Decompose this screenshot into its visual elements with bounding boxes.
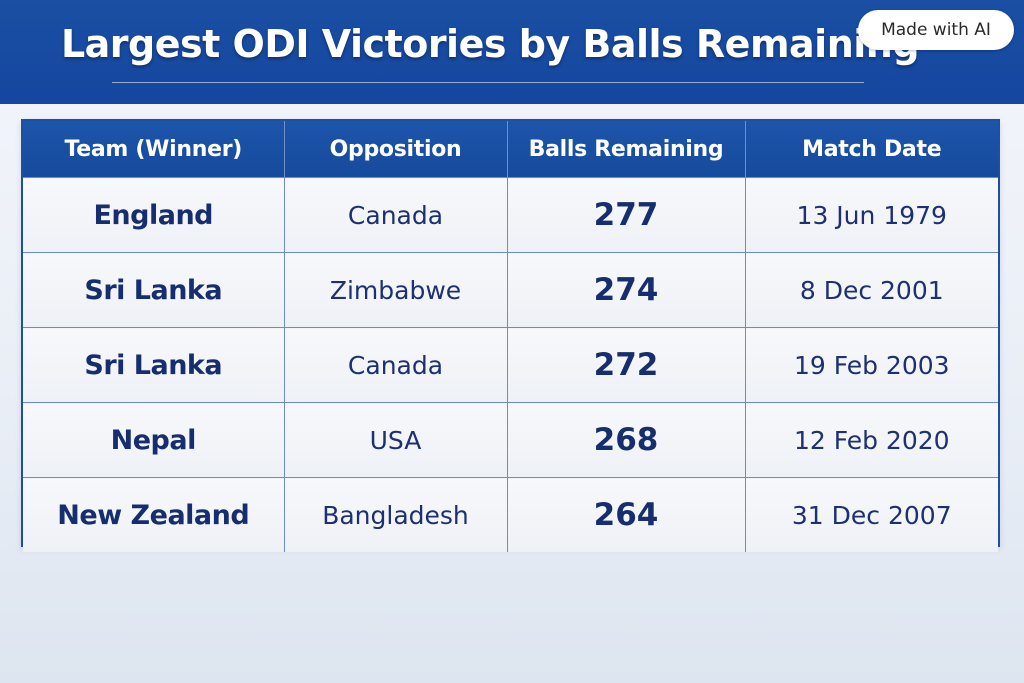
match-date-cell: 19 Feb 2003 [745, 327, 998, 403]
team-cell: Sri Lanka [23, 327, 285, 403]
team-cell: Sri Lanka [23, 252, 285, 328]
opposition-cell: Zimbabwe [284, 252, 508, 328]
match-date-cell: 31 Dec 2007 [745, 477, 998, 552]
column-header-balls-remaining: Balls Remaining [507, 121, 746, 178]
balls-remaining-cell: 268 [507, 402, 746, 478]
balls-remaining-cell: 277 [507, 177, 746, 253]
page-title: Largest ODI Victories by Balls Remaining [60, 22, 920, 66]
title-underline [112, 82, 864, 83]
match-date-cell: 8 Dec 2001 [745, 252, 998, 328]
match-date-cell: 13 Jun 1979 [745, 177, 998, 253]
table-row: Nepal USA 268 12 Feb 2020 [23, 402, 998, 478]
match-date-cell: 12 Feb 2020 [745, 402, 998, 478]
table-header-row: Team (Winner) Opposition Balls Remaining… [23, 121, 998, 178]
opposition-cell: Bangladesh [284, 477, 508, 552]
opposition-cell: Canada [284, 177, 508, 253]
column-header-opposition: Opposition [284, 121, 508, 178]
table-row: Sri Lanka Canada 272 19 Feb 2003 [23, 327, 998, 403]
opposition-cell: USA [284, 402, 508, 478]
team-cell: Nepal [23, 402, 285, 478]
victories-table: Team (Winner) Opposition Balls Remaining… [21, 119, 1000, 552]
table-row: England Canada 277 13 Jun 1979 [23, 177, 998, 253]
data-table: Team (Winner) Opposition Balls Remaining… [23, 121, 998, 552]
balls-remaining-cell: 264 [507, 477, 746, 552]
balls-remaining-cell: 272 [507, 327, 746, 403]
column-header-team: Team (Winner) [23, 121, 285, 178]
made-with-ai-badge: Made with AI [858, 10, 1014, 50]
table-row: Sri Lanka Zimbabwe 274 8 Dec 2001 [23, 252, 998, 328]
team-cell: New Zealand [23, 477, 285, 552]
balls-remaining-cell: 274 [507, 252, 746, 328]
column-header-match-date: Match Date [745, 121, 998, 178]
title-banner: Largest ODI Victories by Balls Remaining [0, 0, 1024, 104]
team-cell: England [23, 177, 285, 253]
opposition-cell: Canada [284, 327, 508, 403]
table-row: New Zealand Bangladesh 264 31 Dec 2007 [23, 477, 998, 552]
